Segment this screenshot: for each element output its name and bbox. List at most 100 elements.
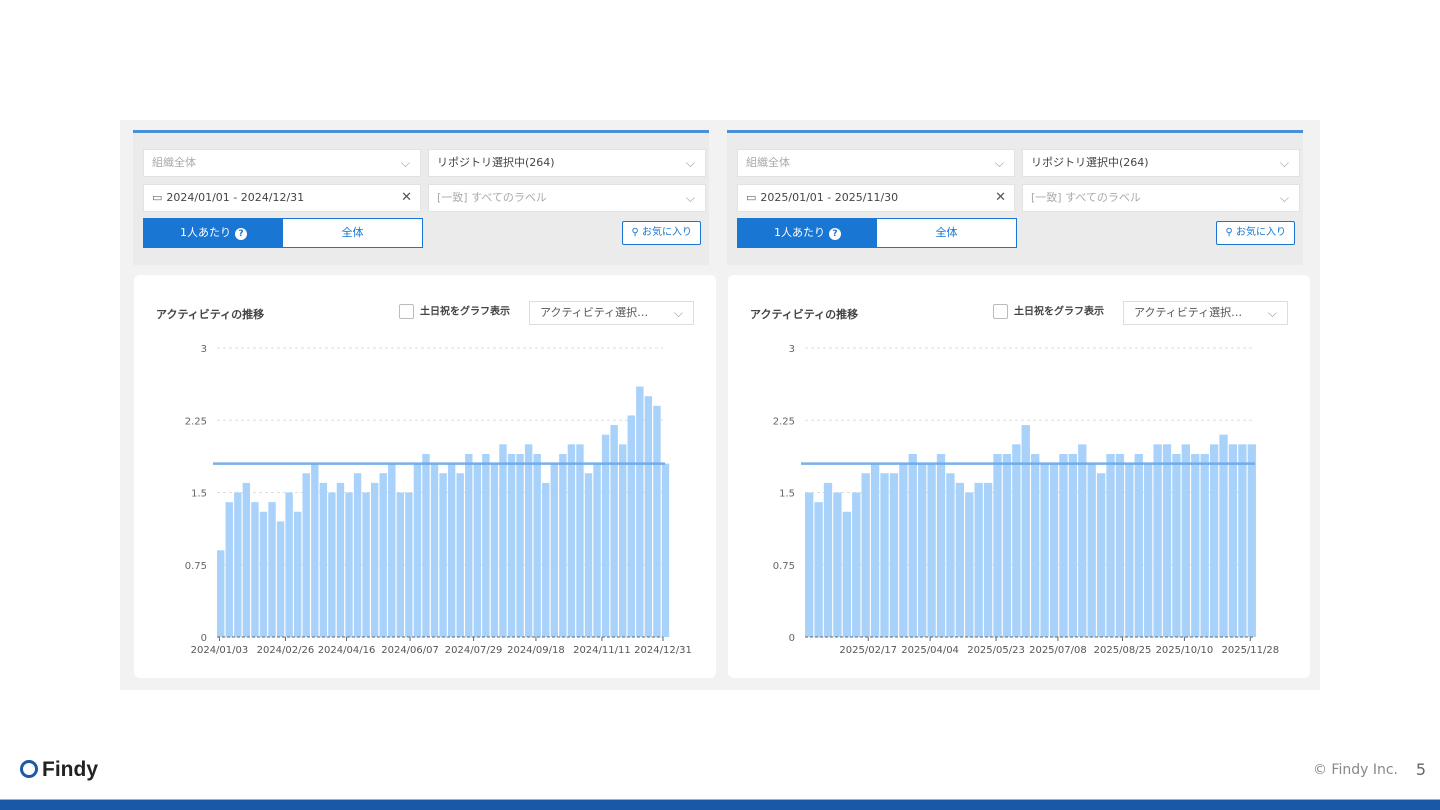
per-person-button[interactable]: 1人あたり? bbox=[738, 219, 877, 247]
chevron-down-icon: ⌵ bbox=[994, 156, 1004, 170]
favorite-button[interactable]: ⚲ お気に入り bbox=[622, 221, 701, 245]
bar bbox=[1068, 453, 1078, 637]
organization-value: 組織全体 bbox=[152, 156, 196, 169]
repository-select[interactable]: リポジトリ選択中(264) ⌵ bbox=[428, 149, 706, 177]
x-tick-label: 2025/05/23 bbox=[967, 645, 1025, 656]
footer-bar bbox=[0, 799, 1440, 810]
chevron-down-icon: ⌵ bbox=[1279, 156, 1289, 170]
x-tick-label: 2024/01/03 bbox=[191, 645, 249, 656]
date-range-input[interactable]: ▭ 2025/01/01 - 2025/11/30 ✕ bbox=[737, 184, 1015, 212]
bar bbox=[516, 453, 524, 637]
bar bbox=[1162, 444, 1172, 637]
search-icon: ⚲ bbox=[1225, 227, 1236, 238]
bar bbox=[1040, 463, 1049, 637]
bar bbox=[499, 444, 507, 637]
weekend-toggle-label: 土日祝をグラフ表示 bbox=[420, 306, 510, 318]
bar bbox=[276, 521, 285, 637]
bar bbox=[1144, 463, 1153, 637]
activity-select[interactable]: アクティビティ選択… ⌵ bbox=[1123, 301, 1288, 325]
bar bbox=[370, 482, 379, 637]
y-tick-label: 1.5 bbox=[191, 489, 207, 500]
all-button[interactable]: 全体 bbox=[935, 226, 958, 239]
bar bbox=[559, 453, 567, 637]
help-icon[interactable]: ? bbox=[235, 228, 247, 240]
logo-mark-icon bbox=[20, 760, 38, 778]
bar bbox=[439, 473, 447, 637]
bar bbox=[946, 473, 955, 637]
all-button[interactable]: 全体 bbox=[341, 226, 364, 239]
bar bbox=[833, 492, 842, 637]
bar bbox=[1087, 463, 1096, 637]
bar bbox=[413, 463, 422, 637]
x-tick-label: 2025/10/10 bbox=[1156, 645, 1214, 656]
organization-select[interactable]: 組織全体 ⌵ bbox=[737, 149, 1015, 177]
bar bbox=[584, 473, 593, 637]
favorite-label: お気に入り bbox=[642, 227, 692, 238]
bar bbox=[542, 482, 550, 637]
x-tick-label: 2024/11/11 bbox=[573, 645, 631, 656]
bar bbox=[507, 453, 516, 637]
bar bbox=[861, 473, 870, 637]
bar bbox=[302, 473, 310, 637]
dashboard-panel: 組織全体 ⌵ リポジトリ選択中(264) ⌵ ▭ 2024/01/01 - 2024/… bbox=[120, 120, 716, 690]
bar bbox=[908, 453, 917, 637]
activity-select-value: アクティビティ選択… bbox=[1134, 306, 1243, 319]
x-tick-label: 2024/06/07 bbox=[381, 645, 439, 656]
y-tick-label: 1.5 bbox=[779, 489, 795, 500]
help-icon[interactable]: ? bbox=[829, 228, 841, 240]
bar bbox=[242, 482, 251, 637]
bar bbox=[285, 492, 293, 637]
clear-icon[interactable]: ✕ bbox=[401, 190, 412, 205]
chart-title: アクティビティの推移 bbox=[156, 308, 265, 321]
repository-value: リポジトリ選択中(264) bbox=[437, 156, 555, 169]
bar bbox=[601, 434, 610, 637]
bar bbox=[1228, 444, 1238, 637]
bar bbox=[1031, 453, 1040, 637]
date-range-value: 2024/01/01 - 2024/12/31 bbox=[166, 191, 305, 204]
bar bbox=[311, 463, 319, 637]
x-tick-label: 2025/08/25 bbox=[1094, 645, 1152, 656]
checkbox[interactable] bbox=[993, 304, 1008, 319]
page-number: 5 bbox=[1415, 760, 1426, 779]
label-select[interactable]: [一致] すべてのラベル ⌵ bbox=[1022, 184, 1300, 212]
bar bbox=[1219, 434, 1228, 637]
y-tick-label: 3 bbox=[789, 344, 795, 355]
bar bbox=[1106, 453, 1115, 637]
bar bbox=[524, 444, 533, 637]
weekend-toggle[interactable]: 土日祝をグラフ表示 bbox=[993, 304, 1104, 321]
dashboard-panel: 組織全体 ⌵ リポジトリ選択中(264) ⌵ ▭ 2025/01/01 - 2025/… bbox=[714, 120, 1310, 690]
per-person-button[interactable]: 1人あたり? bbox=[144, 219, 283, 247]
bar bbox=[1096, 473, 1106, 637]
label-value: [一致] すべてのラベル bbox=[1031, 191, 1141, 204]
logo-text: Findy bbox=[42, 758, 98, 781]
y-tick-label: 0.75 bbox=[185, 561, 207, 572]
bar bbox=[1209, 444, 1219, 637]
weekend-toggle[interactable]: 土日祝をグラフ表示 bbox=[399, 304, 510, 321]
bar bbox=[842, 511, 852, 637]
bar bbox=[880, 473, 889, 637]
organization-select[interactable]: 組織全体 ⌵ bbox=[143, 149, 421, 177]
repository-select[interactable]: リポジトリ選択中(264) ⌵ bbox=[1022, 149, 1300, 177]
bar bbox=[870, 463, 880, 637]
bar bbox=[955, 482, 965, 637]
per-person-label: 1人あたり bbox=[180, 226, 231, 239]
bar bbox=[482, 453, 490, 637]
bar bbox=[619, 444, 627, 637]
bar bbox=[1134, 453, 1143, 637]
label-select[interactable]: [一致] すべてのラベル ⌵ bbox=[428, 184, 706, 212]
repository-value: リポジトリ選択中(264) bbox=[1031, 156, 1149, 169]
bar bbox=[456, 473, 464, 637]
clear-icon[interactable]: ✕ bbox=[995, 190, 1006, 205]
checkbox[interactable] bbox=[399, 304, 414, 319]
copyright: © Findy Inc. bbox=[1312, 762, 1398, 778]
bar bbox=[490, 463, 499, 637]
bar bbox=[345, 492, 353, 637]
favorite-button[interactable]: ⚲ お気に入り bbox=[1216, 221, 1295, 245]
date-range-input[interactable]: ▭ 2024/01/01 - 2024/12/31 ✕ bbox=[143, 184, 421, 212]
x-tick-label: 2025/04/04 bbox=[901, 645, 959, 656]
bar bbox=[362, 492, 370, 637]
bar bbox=[268, 502, 276, 637]
activity-select[interactable]: アクティビティ選択… ⌵ bbox=[529, 301, 694, 325]
bar bbox=[328, 492, 336, 637]
activity-select-value: アクティビティ選択… bbox=[540, 306, 649, 319]
